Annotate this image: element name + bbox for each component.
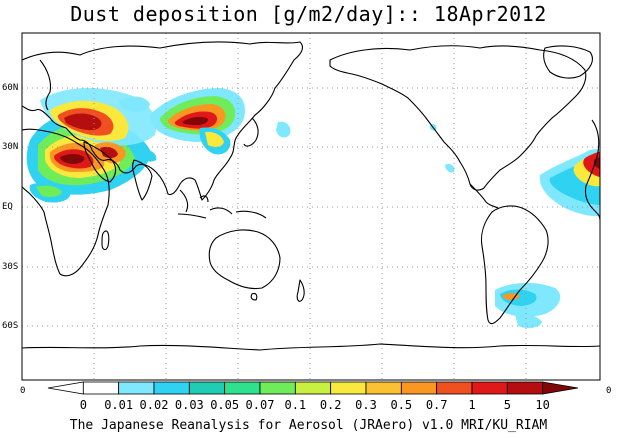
colorbar-label: 0.05 <box>210 398 240 412</box>
colorbar <box>47 381 579 395</box>
colorbar-label: 0.02 <box>139 398 169 412</box>
colorbar-segment <box>47 381 84 395</box>
colorbar-segment <box>118 381 155 395</box>
colorbar-segment <box>400 381 438 395</box>
colorbar-segment <box>224 381 261 395</box>
colorbar-segment <box>436 381 473 395</box>
colorbar-segment <box>82 381 120 395</box>
colorbar-segment <box>294 381 332 395</box>
lat-label-eq: EQ <box>2 202 13 212</box>
coastlines <box>22 41 600 351</box>
colorbar-segment <box>542 381 579 395</box>
colorbar-segment <box>153 381 190 395</box>
colorbar-label: 0 <box>79 398 87 412</box>
colorbar-label: 1 <box>468 398 476 412</box>
colorbar-segment <box>188 381 226 395</box>
colorbar-label: 0.03 <box>174 398 204 412</box>
colorbar-segment <box>471 381 508 395</box>
colorbar-segment <box>330 381 367 395</box>
dust-plume-layer <box>26 88 600 329</box>
colorbar-label: 0.3 <box>355 398 377 412</box>
colorbar-label: 0.01 <box>104 398 134 412</box>
map-title: Dust deposition [g/m2/day]:: 18Apr2012 <box>70 2 547 26</box>
edge-label-right: 0 <box>606 386 612 396</box>
lat-label-60s: 60S <box>2 321 19 331</box>
colorbar-label: 0.7 <box>425 398 448 412</box>
colorbar-label: 5 <box>503 398 511 412</box>
colorbar-label: 0.1 <box>284 398 307 412</box>
lat-label-30n: 30N <box>2 142 19 152</box>
credit-line: The Japanese Reanalysis for Aerosol (JRA… <box>69 418 548 433</box>
colorbar-label: 0.07 <box>245 398 275 412</box>
lat-label-60n: 60N <box>2 83 19 93</box>
map-frame <box>21 32 601 381</box>
colorbar-segment <box>365 381 402 395</box>
colorbar-segment <box>506 381 544 395</box>
lat-label-30s: 30S <box>2 262 19 272</box>
edge-label-left: 0 <box>20 386 26 396</box>
colorbar-segment <box>259 381 296 395</box>
colorbar-label: 10 <box>535 398 550 412</box>
colorbar-label: 0.2 <box>319 398 342 412</box>
colorbar-label: 0.5 <box>390 398 413 412</box>
